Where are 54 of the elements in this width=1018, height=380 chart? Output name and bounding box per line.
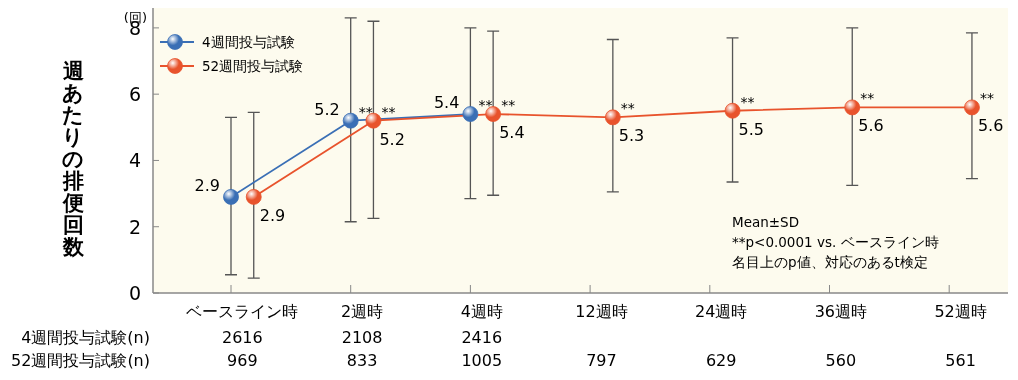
text: 629 bbox=[705, 351, 737, 370]
annotation: Mean±SD bbox=[732, 214, 800, 230]
data-label: 5.6 bbox=[977, 116, 1004, 136]
data-label: 5.3 bbox=[618, 126, 645, 146]
data-label: 2.9 bbox=[194, 175, 220, 195]
text: 561 bbox=[945, 351, 976, 370]
annotation: ** bbox=[478, 97, 493, 114]
text: 797 bbox=[586, 351, 617, 370]
y-tick-label: 4 bbox=[128, 149, 141, 172]
x-tick-label: 4週時 bbox=[460, 302, 503, 321]
text: 52週間投与試験(n) bbox=[11, 351, 150, 370]
annotation: ** bbox=[381, 103, 396, 120]
data-label: 2.9 bbox=[259, 205, 286, 225]
legend-label: 4週間投与試験 bbox=[202, 34, 295, 50]
point bbox=[365, 112, 382, 129]
text: 1005 bbox=[461, 351, 503, 370]
point bbox=[245, 189, 262, 205]
annotation: ** bbox=[620, 100, 635, 117]
point bbox=[724, 102, 741, 119]
point bbox=[964, 99, 980, 116]
annotation: ** bbox=[740, 93, 755, 110]
annotation: ** bbox=[358, 103, 373, 120]
data-label: 5.4 bbox=[433, 93, 460, 113]
text: 4週間投与試験(n) bbox=[21, 328, 150, 347]
data-label: 5.5 bbox=[738, 119, 764, 139]
text: 560 bbox=[825, 351, 857, 370]
text: 833 bbox=[346, 351, 378, 370]
x-tick-label: 2週時 bbox=[340, 302, 384, 321]
annotation: **p<0.0001 vs. ベースライン時 bbox=[732, 234, 939, 250]
data-label: 5.2 bbox=[379, 129, 405, 149]
point bbox=[485, 106, 502, 122]
x-tick-label: 24週時 bbox=[694, 302, 748, 321]
data-label: 5.2 bbox=[314, 99, 340, 119]
data-label: 5.4 bbox=[499, 123, 525, 143]
x-tick-label: 36週時 bbox=[814, 302, 868, 321]
annotation: ** bbox=[979, 90, 994, 107]
x-tick-label: 52週時 bbox=[934, 302, 987, 321]
text: 週あたりの排便回数 bbox=[62, 59, 84, 259]
legend-label: 52週間投与試験 bbox=[202, 58, 304, 74]
annotation: ** bbox=[501, 97, 516, 114]
point bbox=[604, 109, 621, 126]
x-tick-label: 12週時 bbox=[575, 302, 628, 321]
data-label: 5.6 bbox=[858, 116, 884, 136]
point bbox=[844, 99, 861, 116]
y-tick-label: 2 bbox=[128, 215, 141, 238]
y-tick-label: 0 bbox=[128, 282, 141, 304]
text: 2616 bbox=[222, 328, 263, 347]
text: 2108 bbox=[341, 328, 383, 347]
annotation: ** bbox=[860, 90, 875, 107]
annotation: 名目上のp値、対応のあるt検定 bbox=[732, 254, 928, 270]
text: 2416 bbox=[461, 328, 503, 347]
text: 969 bbox=[227, 351, 258, 370]
x-tick-label: ベースライン時 bbox=[186, 302, 299, 321]
y-tick-label: 6 bbox=[128, 83, 141, 106]
